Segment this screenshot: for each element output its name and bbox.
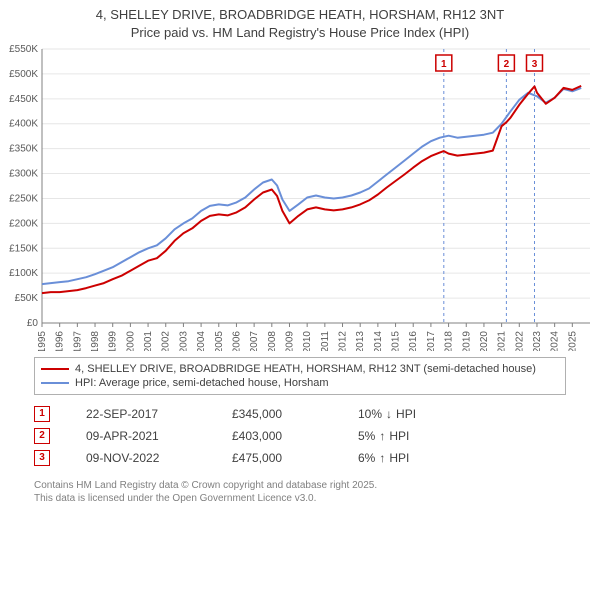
svg-text:2013: 2013 bbox=[355, 331, 366, 351]
svg-text:2002: 2002 bbox=[161, 331, 172, 351]
svg-text:2008: 2008 bbox=[267, 331, 278, 351]
marker-date: 22-SEP-2017 bbox=[86, 407, 196, 421]
legend: 4, SHELLEY DRIVE, BROADBRIDGE HEATH, HOR… bbox=[34, 357, 566, 395]
marker-delta-suffix: HPI bbox=[389, 451, 409, 465]
marker-delta-pct: 5% bbox=[358, 429, 375, 443]
line-chart: £0 £50K £100K £150K £200K £250K £300K £350K £400… bbox=[0, 41, 600, 351]
svg-text:2016: 2016 bbox=[408, 331, 419, 351]
svg-text:£0: £0 bbox=[27, 318, 39, 329]
title-line2: Price paid vs. HM Land Registry's House … bbox=[0, 24, 600, 42]
svg-text:£550K: £550K bbox=[9, 44, 38, 55]
svg-text:£250K: £250K bbox=[9, 194, 38, 205]
marker-delta-pct: 6% bbox=[358, 451, 375, 465]
legend-label: 4, SHELLEY DRIVE, BROADBRIDGE HEATH, HOR… bbox=[75, 363, 536, 375]
svg-text:3: 3 bbox=[532, 59, 538, 70]
svg-text:2023: 2023 bbox=[532, 331, 543, 351]
svg-text:2024: 2024 bbox=[550, 331, 561, 351]
marker-delta: 5% ↑ HPI bbox=[358, 429, 409, 443]
svg-text:2025: 2025 bbox=[567, 331, 578, 351]
svg-text:2004: 2004 bbox=[196, 331, 207, 351]
svg-text:2017: 2017 bbox=[426, 331, 437, 351]
legend-item: 4, SHELLEY DRIVE, BROADBRIDGE HEATH, HOR… bbox=[41, 362, 559, 376]
marker-date: 09-APR-2021 bbox=[86, 429, 196, 443]
svg-text:2020: 2020 bbox=[479, 331, 490, 351]
marker-date: 09-NOV-2022 bbox=[86, 451, 196, 465]
svg-text:2010: 2010 bbox=[302, 331, 313, 351]
marker-row: 2 09-APR-2021 £403,000 5% ↑ HPI bbox=[34, 425, 566, 447]
svg-text:£100K: £100K bbox=[9, 268, 38, 279]
svg-text:2006: 2006 bbox=[231, 331, 242, 351]
marker-table: 1 22-SEP-2017 £345,000 10% ↓ HPI 2 09-APR-2021 £… bbox=[34, 403, 566, 469]
arrow-up-icon: ↑ bbox=[379, 429, 385, 443]
svg-text:2014: 2014 bbox=[373, 331, 384, 351]
marker-delta-pct: 10% bbox=[358, 407, 382, 421]
marker-badge: 1 bbox=[34, 406, 50, 422]
title-line1: 4, SHELLEY DRIVE, BROADBRIDGE HEATH, HOR… bbox=[0, 6, 600, 24]
svg-text:1996: 1996 bbox=[55, 331, 66, 351]
marker-badge: 3 bbox=[34, 450, 50, 466]
marker-price: £475,000 bbox=[232, 451, 322, 465]
svg-text:2011: 2011 bbox=[320, 331, 331, 351]
svg-text:2015: 2015 bbox=[391, 331, 402, 351]
chart-title: 4, SHELLEY DRIVE, BROADBRIDGE HEATH, HOR… bbox=[0, 0, 600, 41]
svg-text:1999: 1999 bbox=[108, 331, 119, 351]
svg-text:2005: 2005 bbox=[214, 331, 225, 351]
svg-text:£400K: £400K bbox=[9, 119, 38, 130]
marker-row: 3 09-NOV-2022 £475,000 6% ↑ HPI bbox=[34, 447, 566, 469]
marker-badge: 2 bbox=[34, 428, 50, 444]
footer-attribution: Contains HM Land Registry data © Crown c… bbox=[34, 479, 566, 505]
marker-delta-suffix: HPI bbox=[396, 407, 416, 421]
marker-price: £403,000 bbox=[232, 429, 322, 443]
svg-text:2001: 2001 bbox=[143, 331, 154, 351]
footer-line2: This data is licensed under the Open Gov… bbox=[34, 492, 566, 505]
svg-text:£150K: £150K bbox=[9, 243, 38, 254]
marker-row: 1 22-SEP-2017 £345,000 10% ↓ HPI bbox=[34, 403, 566, 425]
svg-text:2021: 2021 bbox=[497, 331, 508, 351]
legend-item: HPI: Average price, semi-detached house,… bbox=[41, 376, 559, 390]
marker-delta: 6% ↑ HPI bbox=[358, 451, 409, 465]
svg-text:2003: 2003 bbox=[178, 331, 189, 351]
arrow-up-icon: ↑ bbox=[379, 451, 385, 465]
legend-label: HPI: Average price, semi-detached house,… bbox=[75, 377, 329, 389]
footer-line1: Contains HM Land Registry data © Crown c… bbox=[34, 479, 566, 492]
svg-text:£50K: £50K bbox=[15, 293, 39, 304]
legend-swatch bbox=[41, 382, 69, 384]
svg-text:2018: 2018 bbox=[444, 331, 455, 351]
svg-text:£300K: £300K bbox=[9, 169, 38, 180]
svg-text:2000: 2000 bbox=[125, 331, 136, 351]
svg-text:1: 1 bbox=[441, 59, 447, 70]
arrow-down-icon: ↓ bbox=[386, 407, 392, 421]
svg-text:2: 2 bbox=[504, 59, 510, 70]
svg-text:2012: 2012 bbox=[338, 331, 349, 351]
svg-text:1998: 1998 bbox=[90, 331, 101, 351]
chart-area: £0 £50K £100K £150K £200K £250K £300K £350K £400… bbox=[0, 41, 600, 351]
svg-text:2019: 2019 bbox=[461, 331, 472, 351]
svg-text:£450K: £450K bbox=[9, 94, 38, 105]
svg-text:£350K: £350K bbox=[9, 144, 38, 155]
svg-text:£500K: £500K bbox=[9, 69, 38, 80]
marker-delta: 10% ↓ HPI bbox=[358, 407, 416, 421]
svg-text:2009: 2009 bbox=[284, 331, 295, 351]
svg-text:2022: 2022 bbox=[514, 331, 525, 351]
marker-delta-suffix: HPI bbox=[389, 429, 409, 443]
svg-text:2007: 2007 bbox=[249, 331, 260, 351]
legend-swatch bbox=[41, 368, 69, 370]
svg-text:£200K: £200K bbox=[9, 218, 38, 229]
marker-price: £345,000 bbox=[232, 407, 322, 421]
svg-text:1995: 1995 bbox=[37, 331, 48, 351]
svg-text:1997: 1997 bbox=[72, 331, 83, 351]
